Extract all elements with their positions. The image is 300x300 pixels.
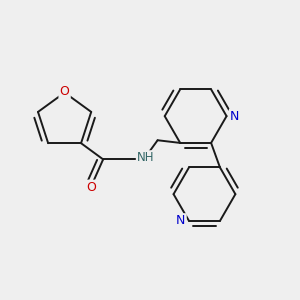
Text: N: N	[230, 110, 239, 123]
Text: O: O	[86, 181, 96, 194]
Text: N: N	[176, 214, 185, 227]
Text: NH: NH	[137, 152, 154, 164]
Text: O: O	[60, 85, 70, 98]
